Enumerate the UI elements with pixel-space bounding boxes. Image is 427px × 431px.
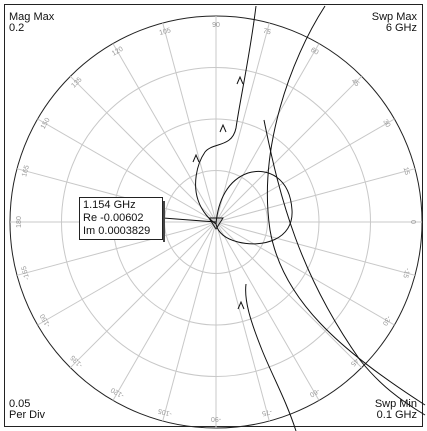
angle-tick-label: 150: [40, 117, 52, 131]
mag-max-readout: Mag Max 0.2: [9, 12, 54, 34]
trace-loop: [215, 171, 293, 245]
angle-tick-label: 105: [159, 27, 172, 37]
swp-min-readout: Swp Min 0.1 GHz: [375, 399, 417, 421]
grid-spoke: [112, 221, 217, 401]
angle-tick-label: -90: [211, 415, 221, 422]
grid-spoke: [215, 221, 270, 422]
grid-spoke: [215, 221, 395, 326]
angle-tick-label: 60: [309, 47, 319, 57]
grid-spoke: [162, 221, 217, 422]
scale-unit: Per Div: [9, 409, 46, 421]
mag-max-value: 0.2: [9, 22, 25, 34]
plot-frame: [4, 4, 423, 427]
grid-spoke: [215, 168, 416, 223]
grid-spoke: [215, 22, 270, 223]
marker-imag: Im 0.0003829: [83, 225, 151, 237]
grid-spoke: [112, 43, 217, 223]
marker-real: Re -0.00602: [83, 212, 144, 224]
trace-arrow-2: [219, 123, 227, 133]
grid-spoke: [162, 22, 217, 223]
traces: [162, 5, 426, 431]
scale-readout: 0.05 Per Div: [9, 399, 45, 421]
scale-value: 0.05: [9, 398, 31, 410]
angle-tick-label: 120: [111, 46, 125, 58]
trace-arrow-4: [237, 300, 245, 310]
grid-spoke: [215, 221, 363, 369]
trace-outer-arc: [266, 5, 426, 406]
marker-readout-box[interactable]: 1.154 GHz Re -0.00602 Im 0.0003829: [79, 197, 165, 242]
trace-arrow-3: [192, 153, 200, 163]
swp-min-label: Swp Min: [374, 398, 417, 410]
grid-spoke: [215, 75, 363, 223]
grid-spoke: [215, 43, 320, 223]
angle-tick-label: 75: [262, 28, 271, 37]
grid-spoke: [215, 221, 416, 276]
trace-outer-arc-2: [263, 119, 426, 416]
swp-max-readout: Swp Max 6 GHz: [372, 12, 417, 34]
angle-tick-label: -60: [308, 387, 320, 398]
angle-tick-label: 180: [16, 216, 23, 228]
angle-tick-label: -15: [401, 267, 410, 279]
angle-tick-label: 90: [212, 22, 220, 29]
grid-spoke: [16, 221, 217, 276]
swp-max-value: 6 GHz: [385, 22, 417, 34]
angle-tick-label: -150: [39, 312, 52, 328]
grid-spoke: [37, 118, 217, 223]
marker-frequency: 1.154 GHz: [83, 199, 136, 211]
angle-tick-label: -120: [110, 386, 126, 399]
polar-grid: [9, 15, 423, 429]
angle-tick-label: 0: [409, 220, 416, 224]
grid-spoke: [69, 221, 217, 369]
swp-max-label: Swp Max: [371, 11, 417, 23]
mag-max-label: Mag Max: [9, 11, 55, 23]
trace-lower: [245, 283, 297, 431]
angle-tick-label: -105: [157, 407, 172, 417]
grid-spoke: [37, 221, 217, 326]
angle-tick-label: 165: [21, 164, 31, 177]
trace-main: [195, 5, 257, 225]
angle-tick-label: -30: [381, 314, 392, 326]
trace-arrow-1: [236, 75, 244, 85]
angle-tick-label: 30: [381, 119, 391, 129]
grid-spoke: [16, 168, 217, 223]
marker-triangle: [208, 217, 224, 230]
swp-min-value: 0.1 GHz: [376, 409, 417, 421]
angle-tick-label: 15: [402, 166, 411, 175]
marker-pointer-line: [162, 217, 217, 223]
grid-spoke: [215, 221, 320, 401]
angle-tick-label: -75: [261, 407, 273, 416]
angle-tick-label: -165: [21, 265, 31, 280]
grid-spoke: [69, 75, 217, 223]
angle-tick-label: 45: [350, 78, 361, 89]
grid-spoke: [215, 118, 395, 223]
